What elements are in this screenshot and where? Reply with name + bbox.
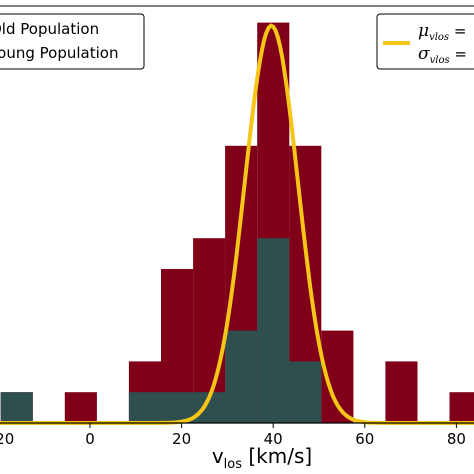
population-legend: Old Population Young Population — [0, 13, 145, 70]
x-tick-label-4: 60 — [355, 430, 374, 448]
legend-mu-label: μvlos = — [418, 21, 466, 43]
x-tick-label-0: −20 — [0, 430, 14, 448]
legend-entry-young: Young Population — [0, 44, 118, 62]
old-population-bar-1 — [64, 392, 97, 423]
legend-sigma-label: σvlos = — [418, 44, 467, 66]
young-population-bar-6 — [289, 361, 322, 423]
young-population-bar-1 — [128, 392, 161, 423]
x-tick-label-5: 80 — [447, 430, 466, 448]
young-population-bar-4 — [225, 330, 258, 423]
x-axis-ticks: −20 0 20 40 60 80 — [0, 423, 466, 448]
old-population-bar-10 — [449, 392, 474, 423]
old-population-bar-9 — [385, 361, 418, 423]
x-tick-label-3: 40 — [264, 430, 283, 448]
young-population-bar-5 — [257, 238, 290, 423]
legend-entry-old: Old Population — [0, 20, 99, 38]
x-axis-label: vlos [km/s] — [212, 444, 312, 472]
young-population-bars — [0, 238, 322, 423]
fit-legend-box — [376, 13, 474, 70]
young-population-bar-0 — [0, 392, 33, 423]
x-tick-label-1: 0 — [85, 430, 95, 448]
population-legend-box — [0, 13, 145, 70]
young-population-bar-2 — [161, 392, 194, 423]
fit-legend: μvlos = σvlos = — [376, 13, 474, 70]
x-tick-label-2: 20 — [172, 430, 191, 448]
